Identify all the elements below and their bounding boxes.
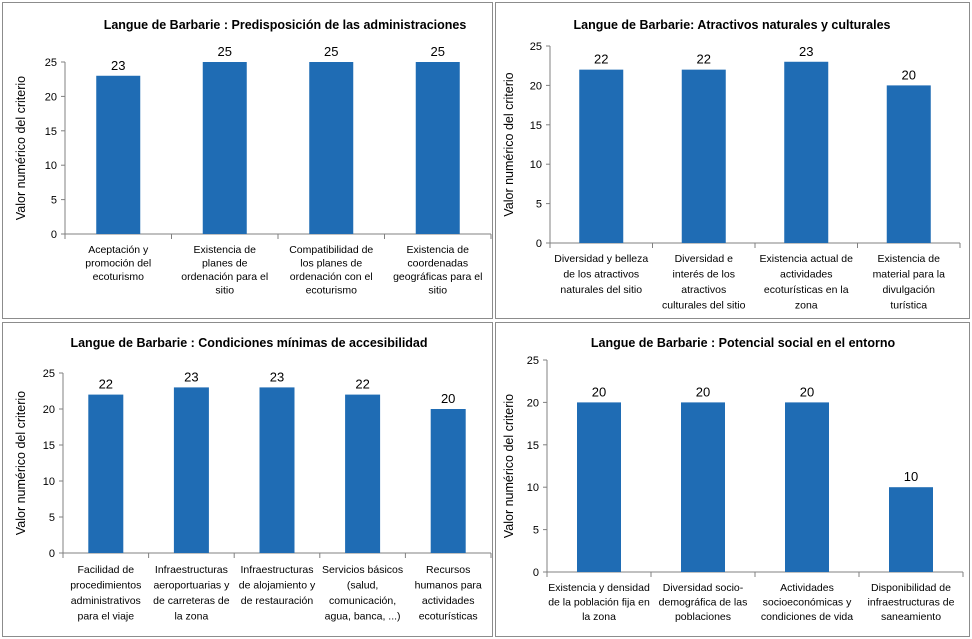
chart-title: Langue de Barbarie: Atractivos naturales… (573, 18, 890, 32)
y-tick-label: 0 (533, 567, 539, 579)
bar (785, 402, 829, 572)
data-label: 20 (441, 391, 455, 406)
bar (579, 69, 624, 243)
category-label: Diversidad e interés de los atractivos cult… (662, 253, 746, 312)
data-label: 23 (111, 58, 125, 73)
chart-svg: Langue de Barbarie: Atractivos naturales… (502, 18, 961, 312)
y-tick-label: 0 (51, 229, 57, 241)
y-tick-label: 0 (536, 238, 542, 250)
bar (259, 387, 295, 553)
chart-title: Langue de Barbarie : Predisposición de l… (104, 18, 467, 32)
category-label: Existencia y densidad de la población fij… (548, 582, 650, 623)
data-label: 22 (99, 377, 113, 392)
data-label: 23 (799, 44, 813, 59)
category-label: Existencia de coordenadas geográficas para… (393, 244, 482, 297)
y-tick-label: 15 (43, 440, 55, 452)
y-axis-label: Valor numérico del criterio (502, 394, 516, 538)
chart-svg: Langue de Barbarie : Potencial social en… (502, 336, 964, 623)
data-label: 22 (355, 377, 369, 392)
chart-panel-potencial-social: Langue de Barbarie : Potencial social en… (495, 322, 970, 637)
y-tick-label: 25 (45, 57, 57, 69)
category-label: Existencia de planes de ordenación para el… (181, 244, 268, 297)
y-tick-label: 25 (43, 368, 55, 380)
bar (96, 75, 141, 234)
y-tick-label: 5 (49, 512, 55, 524)
y-tick-label: 15 (527, 440, 539, 452)
y-tick-label: 15 (45, 126, 57, 138)
bar (886, 85, 931, 244)
data-label: 25 (324, 44, 338, 59)
data-label: 22 (594, 52, 608, 67)
y-tick-label: 20 (45, 91, 57, 103)
data-label: 23 (184, 369, 198, 384)
chart-panel-accesibilidad: Langue de Barbarie : Condiciones mínimas… (2, 322, 493, 637)
data-label: 20 (800, 384, 814, 399)
bar (202, 62, 247, 234)
y-tick-label: 5 (533, 525, 539, 537)
y-tick-label: 20 (527, 397, 539, 409)
category-label: Existencia de material para la divulgación… (873, 253, 946, 312)
y-axis-label: Valor numérico del criterio (14, 391, 28, 535)
y-tick-label: 25 (530, 41, 542, 53)
data-label: 25 (431, 44, 445, 59)
bar (173, 387, 209, 553)
category-label: Actividades socioeconómicas y condiciones … (761, 582, 853, 623)
chart-svg: Langue de Barbarie : Condiciones mínimas… (14, 336, 492, 623)
y-tick-label: 0 (49, 548, 55, 560)
chart-title: Langue de Barbarie : Condiciones mínimas… (70, 336, 427, 350)
category-label: Diversidad socio-demográfica de las pobla… (659, 582, 748, 623)
y-tick-label: 10 (45, 160, 57, 172)
bar (415, 62, 460, 234)
data-label: 22 (697, 52, 711, 67)
category-label: Disponibilidad de infraestructuras de sane… (868, 582, 955, 623)
y-axis-label: Valor numérico del criterio (502, 72, 516, 216)
y-tick-label: 5 (51, 195, 57, 207)
bar (430, 409, 466, 553)
chart-panel-atractivos: Langue de Barbarie: Atractivos naturales… (495, 2, 970, 319)
bar (345, 394, 381, 553)
y-tick-label: 5 (536, 199, 542, 211)
data-label: 10 (904, 469, 918, 484)
category-label: Servicios básicos (salud, comunicación, agu… (322, 564, 403, 623)
bar (88, 394, 124, 553)
chart-title: Langue de Barbarie : Potencial social en… (591, 336, 896, 350)
y-tick-label: 25 (527, 355, 539, 367)
bar (309, 62, 354, 234)
category-label: Infraestructuras aeroportuarias y de carre… (153, 564, 230, 623)
category-label: Aceptación y promoción del ecoturismo (85, 244, 151, 283)
category-label: Recursos humanos para actividades ecoturíst… (415, 564, 482, 623)
y-tick-label: 20 (43, 404, 55, 416)
data-label: 20 (902, 67, 916, 82)
category-label: Facilidad de procedimientos administrativo… (70, 564, 141, 623)
bar (784, 61, 829, 244)
y-tick-label: 10 (530, 159, 542, 171)
bar (889, 487, 933, 572)
y-tick-label: 10 (43, 476, 55, 488)
category-label: Existencia actual de actividades ecoturíst… (760, 253, 854, 312)
category-label: Diversidad y belleza de los atractivos nat… (554, 253, 648, 296)
data-label: 25 (218, 44, 232, 59)
category-label: Infraestructuras de alojamiento y de resta… (239, 564, 316, 607)
y-tick-label: 20 (530, 80, 542, 92)
data-label: 20 (696, 384, 710, 399)
category-label: Compatibilidad de los planes de ordenación… (289, 244, 373, 297)
bar (681, 69, 726, 243)
data-label: 20 (592, 384, 606, 399)
bar (681, 402, 725, 572)
data-label: 23 (270, 369, 284, 384)
y-tick-label: 15 (530, 120, 542, 132)
chart-panel-predisposicion: Langue de Barbarie : Predisposición de l… (2, 2, 493, 319)
y-axis-label: Valor numérico del criterio (14, 76, 28, 220)
chart-svg: Langue de Barbarie : Predisposición de l… (14, 18, 492, 297)
bar (577, 402, 621, 572)
y-tick-label: 10 (527, 482, 539, 494)
